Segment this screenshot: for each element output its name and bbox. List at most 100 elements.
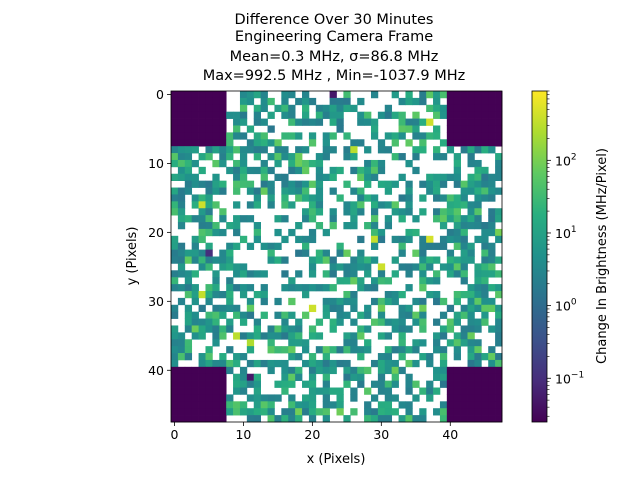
heatmap-cell <box>191 242 199 250</box>
heatmap-cell <box>239 290 248 299</box>
heatmap-cell <box>191 118 199 126</box>
heatmap-cell <box>419 297 427 306</box>
heatmap-cell <box>364 346 372 354</box>
heatmap-cell <box>177 373 186 381</box>
heatmap-cell <box>274 153 282 161</box>
heatmap-cell <box>184 415 193 423</box>
heatmap-cell <box>364 387 372 395</box>
heatmap-cell <box>329 401 337 409</box>
x-tick-label: 20 <box>304 427 320 442</box>
heatmap-cell <box>302 249 310 257</box>
heatmap-cell <box>467 408 475 416</box>
heatmap-cell <box>212 373 220 381</box>
heatmap-cell <box>398 415 406 423</box>
heatmap-cell <box>377 263 386 271</box>
heatmap-cell <box>453 318 461 326</box>
heatmap-cell <box>171 408 179 416</box>
heatmap-cell <box>281 332 289 340</box>
heatmap-cell <box>295 373 303 381</box>
heatmap-cell <box>219 97 227 106</box>
heatmap-cell <box>405 304 413 313</box>
heatmap-cell <box>419 139 427 147</box>
heatmap-cell <box>198 118 206 126</box>
heatmap-cell <box>481 366 489 375</box>
heatmap-cell <box>171 387 179 395</box>
heatmap-cell <box>315 332 324 340</box>
colorbar-tick-label: 10−1 <box>555 370 584 386</box>
heatmap-cell <box>246 97 255 106</box>
heatmap-cell <box>184 146 193 154</box>
heatmap-cell <box>205 104 213 113</box>
heatmap-cell <box>453 91 461 99</box>
heatmap-cell <box>343 346 351 354</box>
heatmap-cell <box>433 153 441 161</box>
heatmap-cell <box>439 346 448 354</box>
heatmap-cell <box>308 284 317 292</box>
heatmap-cell <box>274 394 282 402</box>
heatmap-cell <box>205 242 213 250</box>
heatmap-cell <box>398 366 406 375</box>
heatmap-cell <box>460 125 468 133</box>
heatmap-cell <box>433 187 441 195</box>
heatmap-cell <box>315 222 324 230</box>
heatmap-cell <box>495 153 503 161</box>
heatmap-cell <box>315 366 324 375</box>
heatmap-cell <box>226 284 234 292</box>
heatmap-cell <box>364 146 372 154</box>
heatmap-cell <box>288 111 296 119</box>
heatmap-cell <box>295 187 303 195</box>
heatmap-cell <box>315 318 324 326</box>
heatmap-cell <box>212 180 220 188</box>
heatmap-cell <box>308 387 317 395</box>
heatmap-cell <box>391 132 399 140</box>
heatmap-cell <box>288 332 296 340</box>
heatmap-cell <box>481 173 489 181</box>
heatmap-cell <box>488 180 496 188</box>
heatmap-cell <box>453 125 461 133</box>
heatmap-cell <box>343 339 351 347</box>
heatmap-cell <box>260 159 268 168</box>
heatmap-cell <box>260 270 268 278</box>
heatmap-cell <box>357 249 365 257</box>
heatmap-cell <box>246 270 255 278</box>
heatmap-cell <box>171 249 179 257</box>
heatmap-cell <box>302 187 310 195</box>
heatmap-cell <box>177 256 186 264</box>
heatmap-cell <box>495 132 503 140</box>
heatmap-cell <box>350 387 358 395</box>
heatmap-cell <box>336 277 344 285</box>
heatmap-cell <box>260 180 268 188</box>
heatmap-cell <box>212 91 220 99</box>
heatmap-cell <box>260 132 268 140</box>
heatmap-cell <box>171 97 179 106</box>
heatmap-cell <box>226 263 234 271</box>
heatmap-cell <box>336 318 344 326</box>
heatmap-cell <box>488 208 496 216</box>
heatmap-cell <box>198 235 206 244</box>
heatmap-cell <box>364 311 372 319</box>
heatmap-cell <box>322 394 330 402</box>
heatmap-cell <box>288 153 296 161</box>
heatmap-cell <box>412 263 420 271</box>
heatmap-cell <box>391 235 399 244</box>
heatmap-cell <box>391 153 399 161</box>
heatmap-cell <box>398 290 406 299</box>
heatmap-cell <box>281 180 289 188</box>
heatmap-cell <box>205 263 213 271</box>
heatmap-cell <box>274 215 282 223</box>
heatmap-cell <box>171 270 179 278</box>
heatmap-cell <box>322 387 330 395</box>
heatmap-cell <box>481 91 489 99</box>
heatmap-cell <box>419 387 427 395</box>
heatmap-cell <box>184 125 193 133</box>
heatmap-cell <box>453 408 461 416</box>
heatmap-cell <box>439 91 448 99</box>
heatmap-cell <box>370 380 379 388</box>
heatmap-cell <box>357 235 365 244</box>
heatmap-cell <box>260 97 268 106</box>
heatmap-cell <box>315 118 324 126</box>
heatmap-cell <box>171 132 179 140</box>
heatmap-cell <box>239 215 248 223</box>
heatmap-cell <box>260 311 268 319</box>
heatmap-cell <box>391 139 399 147</box>
